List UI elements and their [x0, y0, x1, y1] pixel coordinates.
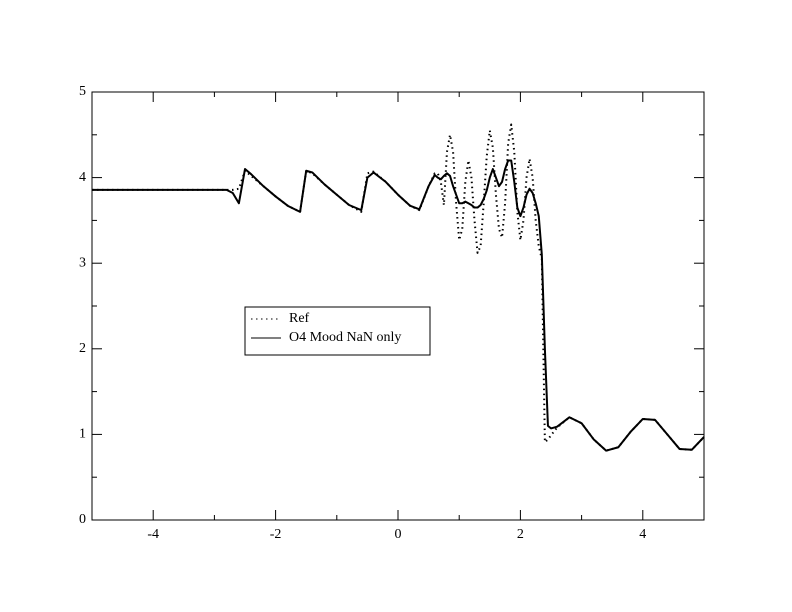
y-tick-label: 1: [79, 427, 86, 442]
plot-frame: [91, 91, 705, 521]
legend-label: O4 Mood NaN only: [289, 330, 401, 345]
legend-box: [244, 306, 431, 356]
x-tick-label: 4: [639, 527, 646, 542]
series-line: [92, 123, 705, 452]
x-tick-label: 2: [517, 527, 524, 542]
y-tick-label: 5: [79, 84, 86, 99]
x-tick-label: -4: [147, 527, 159, 542]
y-tick-label: 4: [79, 170, 86, 185]
series-line: [92, 159, 705, 452]
x-tick-label: 0: [395, 527, 402, 542]
y-tick-label: 2: [79, 341, 86, 356]
x-tick-label: -2: [270, 527, 282, 542]
y-tick-label: 3: [79, 255, 86, 270]
legend-label: Ref: [289, 311, 310, 326]
y-tick-label: 0: [79, 512, 86, 527]
